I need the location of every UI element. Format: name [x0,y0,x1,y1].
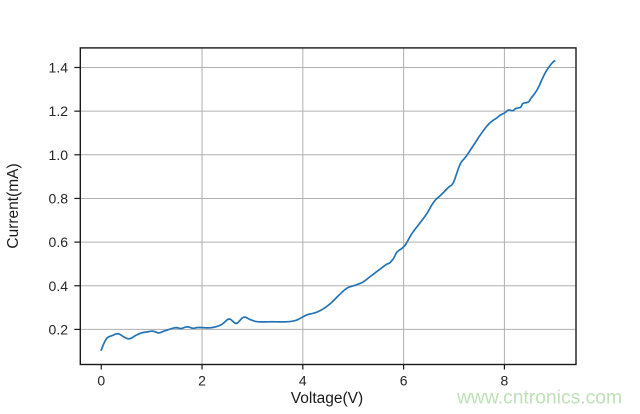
svg-text:2: 2 [198,373,206,389]
svg-text:0.2: 0.2 [49,321,69,337]
svg-text:8: 8 [501,373,509,389]
svg-text:Voltage(V): Voltage(V) [291,390,363,407]
svg-text:0.6: 0.6 [49,234,69,250]
svg-text:6: 6 [400,373,408,389]
svg-text:1.4: 1.4 [49,60,69,76]
svg-text:1.2: 1.2 [49,103,69,119]
svg-text:Current(mA): Current(mA) [5,163,22,248]
svg-text:1.0: 1.0 [49,147,69,163]
svg-text:www.cntronics.com: www.cntronics.com [456,388,622,409]
svg-text:4: 4 [299,373,307,389]
svg-text:0: 0 [97,373,105,389]
svg-text:0.8: 0.8 [49,190,69,206]
svg-text:0.4: 0.4 [49,278,69,294]
